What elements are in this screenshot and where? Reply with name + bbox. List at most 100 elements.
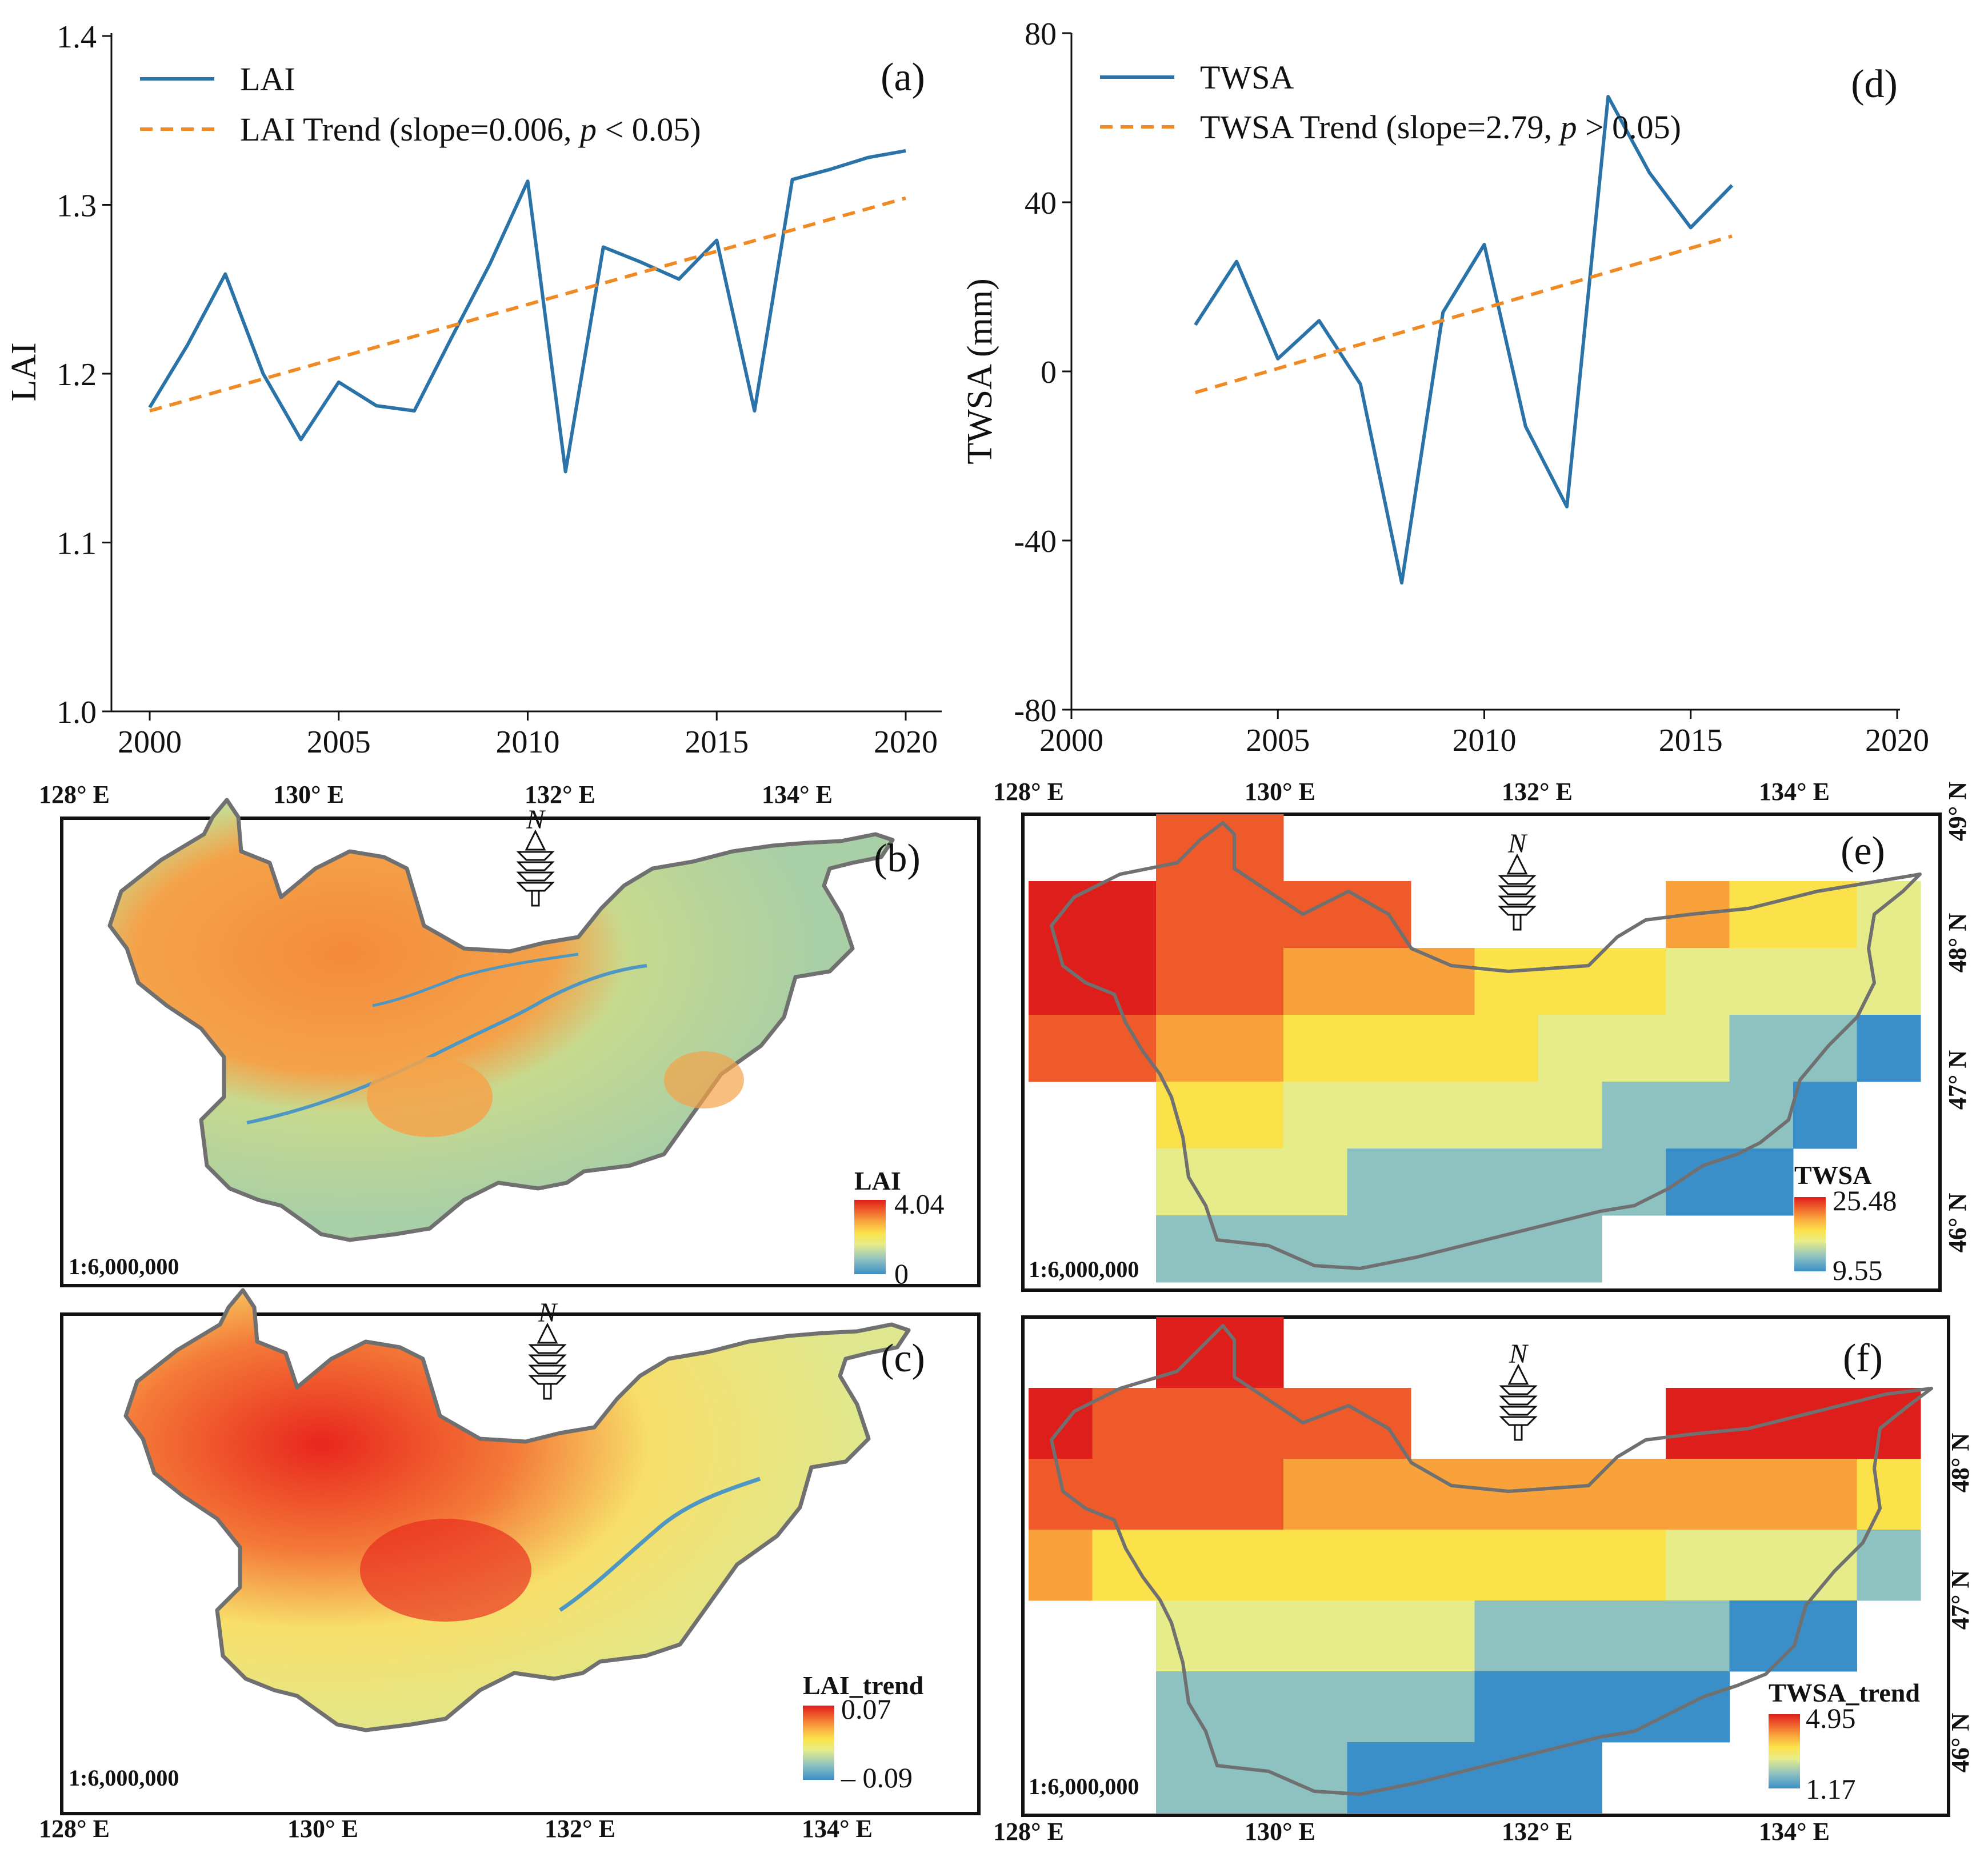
a-y-tick-label: 1.0 [57,695,97,730]
f-grid-cell [1538,1742,1602,1814]
e-grid-cell [1219,814,1284,882]
a-series-line [148,149,906,474]
left-bottom-lon-128: 128° E [39,1815,110,1843]
e-grid-cell [1283,1148,1347,1216]
d-y-tick-label: -40 [1014,524,1057,559]
e-grid-cell [1219,881,1284,948]
a-x-tick-label: 2015 [685,725,749,760]
b-legend-title: LAI [854,1166,901,1195]
f-legend-min: 1.17 [1806,1773,1856,1805]
c-basin-raster [123,1288,911,1732]
e-grid-cell [1474,1082,1539,1149]
left-bottom-lon-130: 130° E [287,1815,358,1843]
e-grid-cell [1347,1215,1411,1283]
f-grid-cell [1283,1742,1347,1814]
f-grid-cell [1219,1530,1284,1601]
a-x-tick-label: 2000 [118,725,182,760]
e-grid-cell [1219,1015,1284,1082]
e-grid-cell [1347,1015,1411,1082]
e-legend-title: TWSA [1794,1160,1871,1190]
e-grid-cell [1538,1148,1602,1216]
e-grid-cell [1474,1148,1539,1216]
d-y-axis-label: TWSA (mm) [961,278,999,464]
f-grid-cell [1729,1388,1794,1459]
e-grid-cell [1666,1015,1730,1082]
e-grid-cell [1347,1082,1411,1149]
f-grid-cell [1666,1388,1730,1459]
e-grid-cell [1219,948,1284,1015]
e-grid-cell [1474,1215,1539,1283]
f-panel-label: (f) [1843,1336,1883,1380]
e-panel-label: (e) [1841,829,1885,873]
a-legend: LAI LAI Trend (slope=0.006, p < 0.05) [140,61,701,148]
b-panel-label: (b) [874,837,921,881]
a-y-tick-label: 1.1 [57,526,97,562]
c-panel-label: (c) [881,1336,925,1380]
e-grid-cell [1538,948,1602,1015]
e-scale: 1:6,000,000 [1029,1256,1139,1282]
f-grid-cell [1283,1600,1347,1672]
f-grid-cell [1411,1671,1475,1743]
f-grid-cell [1474,1530,1539,1601]
f-grid-cell [1029,1459,1093,1530]
f-lat-48: 48° N [1946,1433,1974,1493]
map-coordinate-labels: 128° E 130° E 132° E 134° E 128° E 130° … [39,778,1974,1846]
f-grid-cell [1411,1600,1475,1672]
b-north-letter: N [526,805,546,835]
f-grid-cell [1474,1459,1539,1530]
a-x-tick-label: 2005 [307,725,371,760]
f-grid-cell [1347,1600,1411,1672]
right-top-lon-128: 128° E [993,778,1064,806]
e-grid-cell [1283,881,1347,948]
f-grid-cell [1793,1388,1857,1459]
f-grid-cell [1347,1459,1411,1530]
e-grid-cell [1538,1215,1602,1283]
e-grid-cell [1283,1215,1347,1283]
e-grid-cell [1729,1015,1794,1082]
e-grid-cell [1857,1015,1921,1082]
d-y-tick-label: -80 [1014,693,1057,729]
b-river [246,964,647,1124]
e-grid-cell [1347,948,1411,1015]
e-grid-cell [1283,1015,1347,1082]
c-legend-min: – 0.09 [841,1762,913,1794]
e-grid-cell [1793,881,1857,948]
d-panel-label: (d) [1851,62,1898,106]
c-patch [360,1519,531,1622]
e-grid-cell [1411,1015,1475,1082]
d-x-tick-label: 2010 [1453,723,1517,758]
left-top-lon-128: 128° E [39,781,110,809]
f-grid-cell [1793,1530,1857,1601]
f-grid-cell [1347,1671,1411,1743]
f-north-letter: N [1509,1339,1529,1369]
f-grid-cell [1092,1459,1157,1530]
d-y-tick-label: 0 [1041,355,1057,390]
a-x-tick-label: 2020 [874,725,938,760]
f-grid-cell [1666,1600,1730,1672]
d-legend: TWSA TWSA Trend (slope=2.79, p > 0.05) [1100,59,1681,146]
f-grid-cell [1347,1742,1411,1814]
right-bottom-lon-134: 134° E [1759,1818,1830,1846]
right-bottom-lon-130: 130° E [1245,1818,1315,1846]
c-scale: 1:6,000,000 [69,1765,179,1791]
f-grid-cell [1729,1530,1794,1601]
f-grid-cell [1029,1388,1093,1459]
e-grid-cell [1793,948,1857,1015]
f-grid-cell [1729,1459,1794,1530]
map-f-twsa-trend: N (f) TWSA_trend 4.95 1.17 1:6,000,000 [1021,1315,1950,1817]
right-bottom-lon-128: 128° E [993,1818,1064,1846]
f-grid-cell [1411,1530,1475,1601]
e-legend-max: 25.48 [1833,1184,1897,1216]
e-lat-49: 49° N [1943,782,1971,842]
d-trend-line [1194,234,1733,394]
f-grid-cell [1538,1459,1602,1530]
f-grid-cell [1411,1459,1475,1530]
e-grid-cell [1283,1082,1347,1149]
b-patch-2 [664,1051,744,1108]
f-grid-cell [1602,1530,1666,1601]
e-grid-cell [1156,948,1220,1015]
e-grid-cell [1793,1082,1857,1149]
a-trend-line [149,196,906,413]
e-grid-cell [1156,881,1220,948]
